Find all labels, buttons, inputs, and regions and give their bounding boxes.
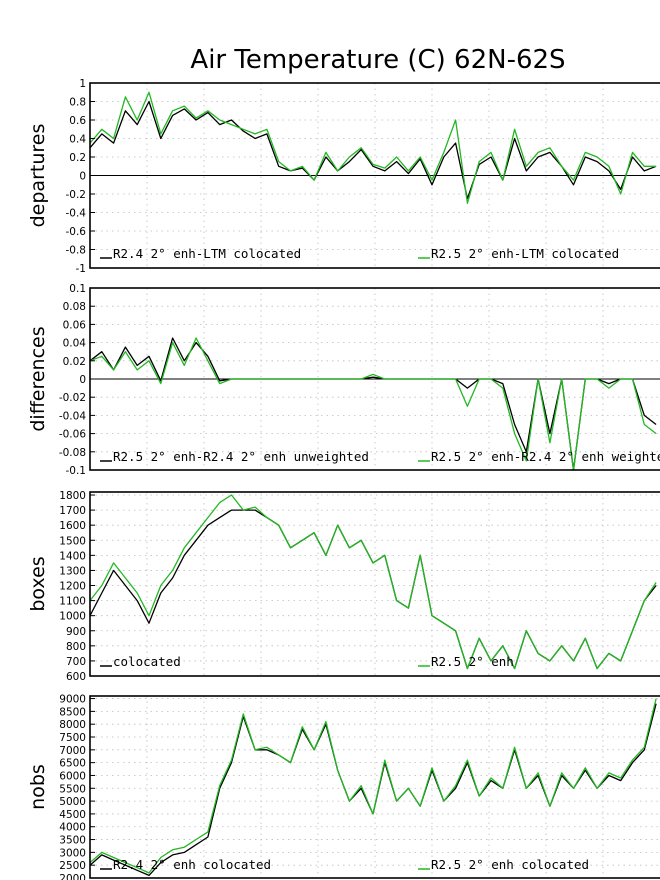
y-tick-label: 6000 xyxy=(59,770,86,782)
y-tick-label: 3000 xyxy=(59,847,86,859)
y-tick-label: -0.6 xyxy=(66,226,87,238)
y-tick-label: 0 xyxy=(79,171,86,183)
y-tick-label: 800 xyxy=(66,641,86,653)
y-tick-label: -0.02 xyxy=(59,392,86,404)
series-line-2 xyxy=(89,698,657,874)
y-tick-label: -0.2 xyxy=(66,189,87,201)
panel-departures: 1 0.8 0.6 0.4 0.2 0 -0.2 -0.4 -0.6 -0.8 -1 departur… xyxy=(27,78,660,275)
legend-label-2: R2.5 2° enh-R2.4 2° enh weighted xyxy=(431,449,660,464)
y-tick-label: 0.06 xyxy=(63,319,87,331)
y-tick-label: 8000 xyxy=(59,719,86,731)
y-tick-label: 0 xyxy=(79,374,86,386)
y-tick-label: 8500 xyxy=(59,706,86,718)
y-tick-label: 5000 xyxy=(59,796,86,808)
y-axis-label: boxes xyxy=(27,556,49,611)
y-tick-label: -0.06 xyxy=(59,429,86,441)
chart-title: Air Temperature (C) 62N-62S xyxy=(190,45,565,75)
y-tick-label: 1600 xyxy=(59,520,86,532)
y-tick-label: 1300 xyxy=(59,565,86,577)
legend-label-1: colocated xyxy=(113,654,181,669)
y-tick-label: 600 xyxy=(66,671,86,683)
legend-label-2: R2.5 2° enh colocated xyxy=(431,857,589,872)
series-line-1 xyxy=(89,509,657,670)
y-tick-label: 900 xyxy=(66,626,86,638)
legend-label-1: R2.4 2° enh-LTM colocated xyxy=(113,246,301,261)
plot-frame xyxy=(89,491,660,677)
y-tick-label: 1 xyxy=(79,78,86,90)
y-axis-label: nobs xyxy=(27,764,49,810)
y-tick-label: 6500 xyxy=(59,758,86,770)
legend-label-1: R2.4 2° enh colocated xyxy=(113,857,271,872)
series-line-2 xyxy=(89,494,657,670)
plot-frame xyxy=(89,695,660,879)
y-tick-label: 1000 xyxy=(59,611,86,623)
series-line-2 xyxy=(89,91,657,204)
y-tick-label: 700 xyxy=(66,656,86,668)
y-tick-label: 7500 xyxy=(59,732,86,744)
panel-differences: 0.1 0.08 0.06 0.04 0.02 0 -0.02 -0.04 -0.06 -0.08… xyxy=(27,283,660,477)
y-tick-label: -0.04 xyxy=(59,410,86,422)
y-tick-label: -1 xyxy=(76,263,86,275)
y-tick-label: 1400 xyxy=(59,550,86,562)
y-tick-label: -0.8 xyxy=(66,245,87,257)
y-tick-label: 0.6 xyxy=(69,115,86,127)
y-tick-label: 0.02 xyxy=(63,356,86,368)
y-tick-label: 5500 xyxy=(59,783,86,795)
series-line-1 xyxy=(89,100,657,200)
y-tick-label: 9000 xyxy=(59,694,86,706)
y-tick-label: 0.1 xyxy=(69,283,86,295)
y-tick-label: -0.08 xyxy=(59,447,86,459)
y-tick-label: 1500 xyxy=(59,535,86,547)
y-tick-label: 4000 xyxy=(59,822,86,834)
y-axis-label: differences xyxy=(27,326,49,431)
y-tick-label: 1800 xyxy=(59,490,86,502)
y-tick-label: 2000 xyxy=(59,873,86,880)
y-tick-label: 7000 xyxy=(59,745,86,757)
legend-label-2: R2.5 2° enh-LTM colocated xyxy=(431,246,619,261)
y-tick-label: 0.2 xyxy=(69,152,86,164)
y-tick-label: 0.8 xyxy=(69,97,86,109)
y-tick-label: 3500 xyxy=(59,835,86,847)
panel-nobs: 9000850080007500700065006000550050004500… xyxy=(27,694,660,880)
y-tick-label: 2500 xyxy=(59,860,86,872)
series-line-2 xyxy=(89,337,657,471)
y-tick-label: 1100 xyxy=(59,596,86,608)
legend-label-2: R2.5 2° enh xyxy=(431,654,514,669)
y-tick-label: 1200 xyxy=(59,581,86,593)
y-tick-label: 4500 xyxy=(59,809,86,821)
y-tick-label: 0.04 xyxy=(63,338,87,350)
y-tick-label: -0.1 xyxy=(66,465,87,477)
panel-boxes: 1800 1700 1600 1500 1400 1300 1200 1100 1000 900 8… xyxy=(27,490,660,683)
y-tick-label: 0.08 xyxy=(63,301,86,313)
y-axis-label: departures xyxy=(27,124,49,228)
y-tick-label: 1700 xyxy=(59,505,86,517)
legend-label-1: R2.5 2° enh-R2.4 2° enh unweighted xyxy=(113,449,369,464)
y-tick-label: -0.4 xyxy=(66,208,87,220)
y-tick-label: 0.4 xyxy=(69,134,86,146)
